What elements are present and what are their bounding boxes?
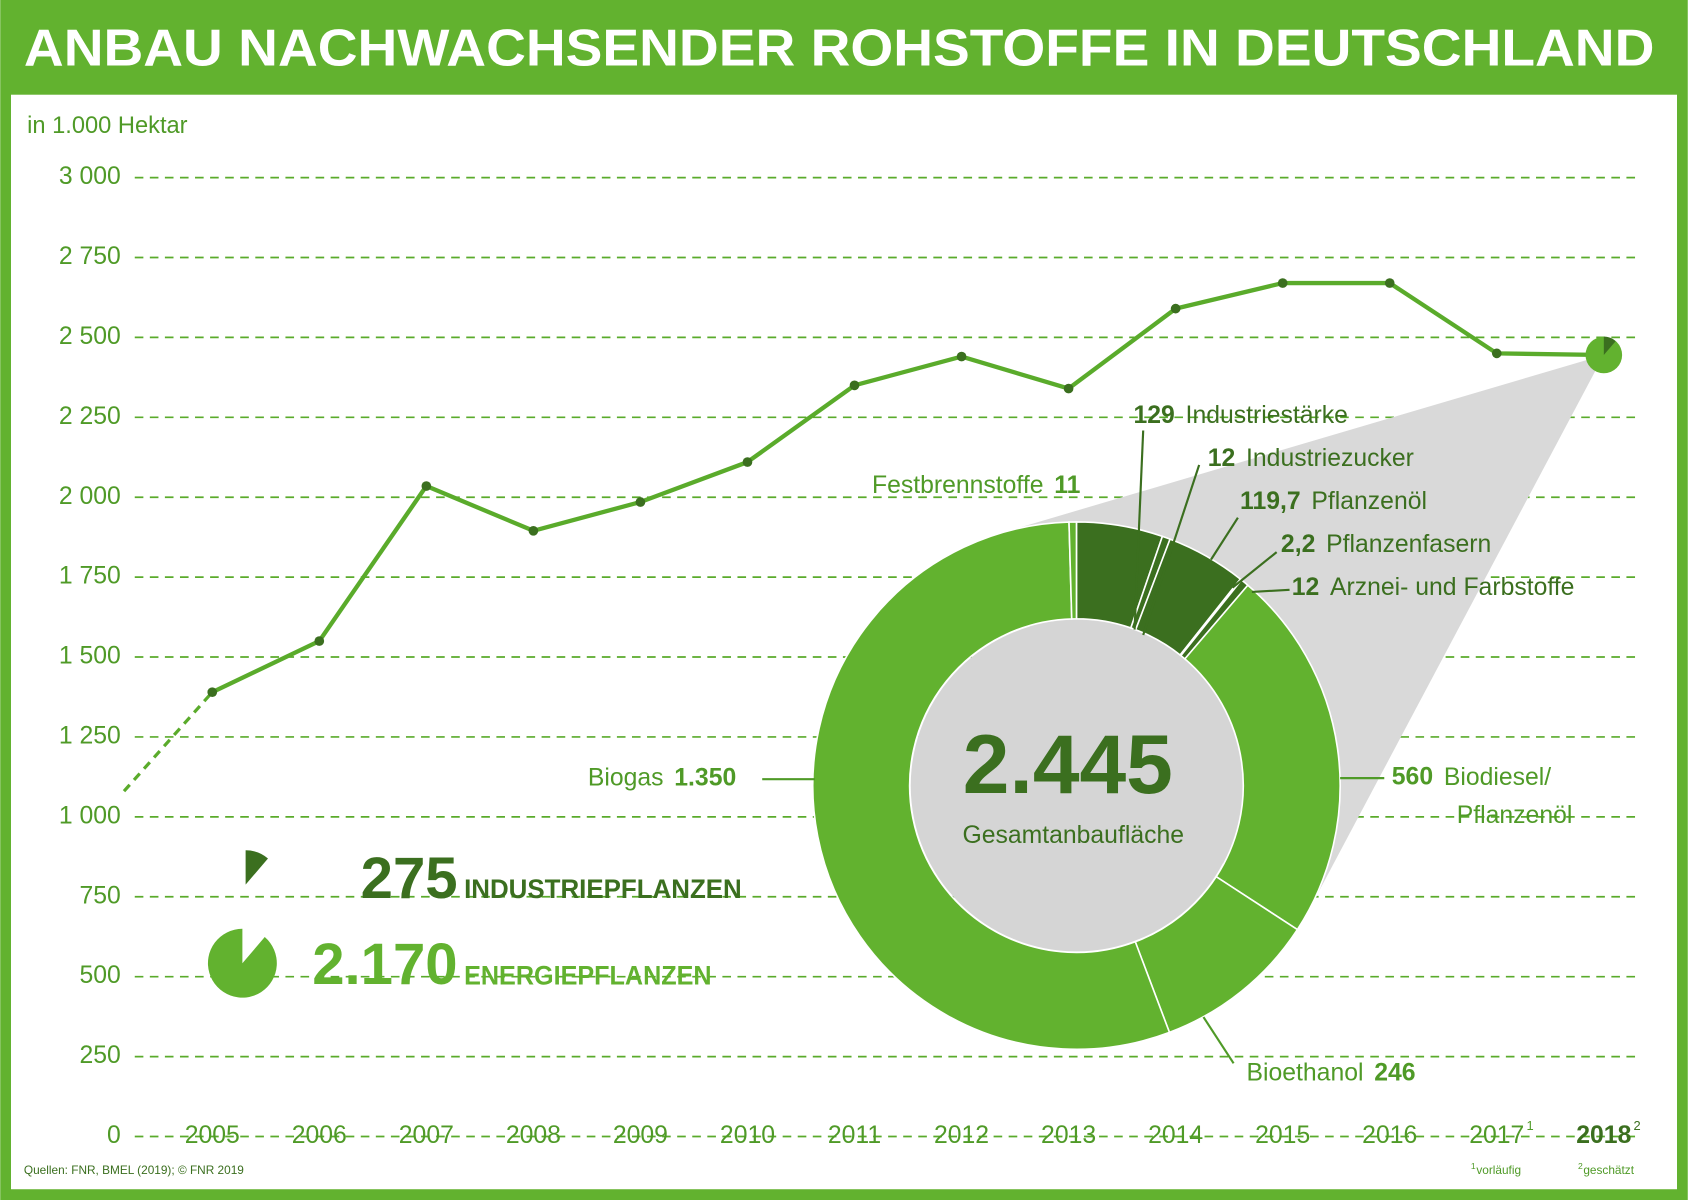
value-label: 119,7 xyxy=(1240,488,1301,515)
data-point xyxy=(956,351,967,362)
center-label: Gesamtanbaufläche xyxy=(962,822,1184,849)
center-value: 2.445 xyxy=(963,717,1173,811)
segment-label: Industriestärke xyxy=(1186,402,1348,429)
y-tick-label: 2 750 xyxy=(59,243,121,270)
leader-line xyxy=(1251,588,1290,594)
x-tick-label: 2005 xyxy=(185,1122,240,1149)
data-point xyxy=(849,380,860,391)
segment-label: Bioethanol xyxy=(1247,1060,1364,1087)
segment-label: Arznei- und Farbstoffe xyxy=(1330,574,1574,601)
footnote-marker: 1 xyxy=(1471,1161,1476,1171)
group-icon xyxy=(207,928,277,998)
x-tick-label: 2009 xyxy=(613,1122,668,1149)
x-tick-label: 2017 xyxy=(1469,1122,1524,1149)
value-label: 1.350 xyxy=(674,765,736,792)
group-name: INDUSTRIEPFLANZEN xyxy=(464,874,742,904)
footnote-text: geschätzt xyxy=(1583,1163,1634,1177)
chart-title: ANBAU NACHWACHSENDER ROHSTOFFE IN DEUTSC… xyxy=(24,18,1654,76)
value-label: 11 xyxy=(1054,472,1080,499)
y-tick-label: 2 250 xyxy=(59,403,121,430)
x-tick-label: 2010 xyxy=(720,1122,775,1149)
leader-line xyxy=(1202,1016,1235,1064)
y-tick-label: 1 500 xyxy=(59,643,121,670)
x-tick-label: 2015 xyxy=(1255,1122,1310,1149)
y-tick-label: 1 250 xyxy=(59,722,121,749)
group-value: 2.170 xyxy=(312,932,457,997)
segment-label: Pflanzenfasern xyxy=(1326,531,1491,558)
y-tick-label: 250 xyxy=(79,1042,120,1069)
y-tick-label: 3 000 xyxy=(59,163,121,190)
donut-segment xyxy=(1068,521,1078,620)
value-label: 129 xyxy=(1134,402,1175,429)
x-tick-label: 2014 xyxy=(1148,1122,1203,1149)
leader-line xyxy=(1210,517,1239,561)
y-tick-label: 500 xyxy=(79,962,120,989)
footnote-marker: 1 xyxy=(1526,1118,1533,1133)
segment-label: Biogas xyxy=(588,765,664,792)
data-point xyxy=(1491,348,1502,359)
y-tick-label: 2 000 xyxy=(59,483,121,510)
y-tick-label: 1 750 xyxy=(59,563,121,590)
donut-segment xyxy=(811,521,1171,1051)
segment-label: Festbrennstoffe xyxy=(872,472,1044,499)
x-tick-label: 2006 xyxy=(292,1122,347,1149)
x-tick-label: 2013 xyxy=(1041,1122,1096,1149)
value-label: 246 xyxy=(1374,1060,1415,1087)
data-point xyxy=(1063,383,1074,394)
y-tick-label: 750 xyxy=(79,882,120,909)
data-point xyxy=(421,481,432,491)
donut-segment xyxy=(1183,584,1341,931)
segment-label: Industriezucker xyxy=(1246,445,1414,472)
value-label: 12 xyxy=(1208,445,1236,472)
segment-label: Biodiesel/Pflanzenöl xyxy=(1444,764,1573,829)
y-tick-label: 1 000 xyxy=(59,802,121,829)
x-tick-label: 2011 xyxy=(828,1122,881,1149)
x-tick-label: 2018 xyxy=(1576,1122,1631,1149)
x-tick-label: 2007 xyxy=(399,1122,454,1149)
x-tick-label: 2016 xyxy=(1362,1122,1417,1149)
x-tick-label: 2008 xyxy=(506,1122,561,1149)
x-tick-label: 2012 xyxy=(934,1122,989,1149)
data-point xyxy=(742,457,753,467)
footnote-marker: 2 xyxy=(1578,1161,1583,1171)
donut-center xyxy=(910,619,1243,952)
data-point xyxy=(635,497,646,507)
data-point-wedge xyxy=(1603,336,1616,355)
leader-line xyxy=(1133,430,1145,630)
group-value: 275 xyxy=(361,846,458,911)
data-point xyxy=(207,687,218,698)
y-axis-label: in 1.000 Hektar xyxy=(27,113,188,139)
value-label: 2,2 xyxy=(1281,531,1315,558)
data-point xyxy=(528,525,539,536)
source: Quellen: FNR, BMEL (2019); © FNR 2019 xyxy=(24,1163,244,1177)
value-label: 560 xyxy=(1392,764,1433,791)
data-point xyxy=(1170,303,1181,314)
footnote-text: vorläufig xyxy=(1476,1163,1521,1177)
data-point xyxy=(1277,278,1288,288)
data-point xyxy=(1585,336,1623,374)
group-name: ENERGIEPFLANZEN xyxy=(464,960,712,990)
leader-line xyxy=(1142,464,1201,636)
data-point xyxy=(1384,278,1395,288)
y-tick-label: 0 xyxy=(107,1122,121,1149)
leader-line xyxy=(1231,551,1278,589)
data-line xyxy=(211,280,1604,695)
lead-in xyxy=(122,691,214,793)
y-tick-label: 2 500 xyxy=(59,323,121,350)
value-label: 12 xyxy=(1292,574,1320,601)
data-point xyxy=(314,636,325,646)
footnote-marker: 2 xyxy=(1634,1118,1641,1133)
group-icon xyxy=(245,850,268,885)
segment-label: Pflanzenöl xyxy=(1311,488,1427,515)
